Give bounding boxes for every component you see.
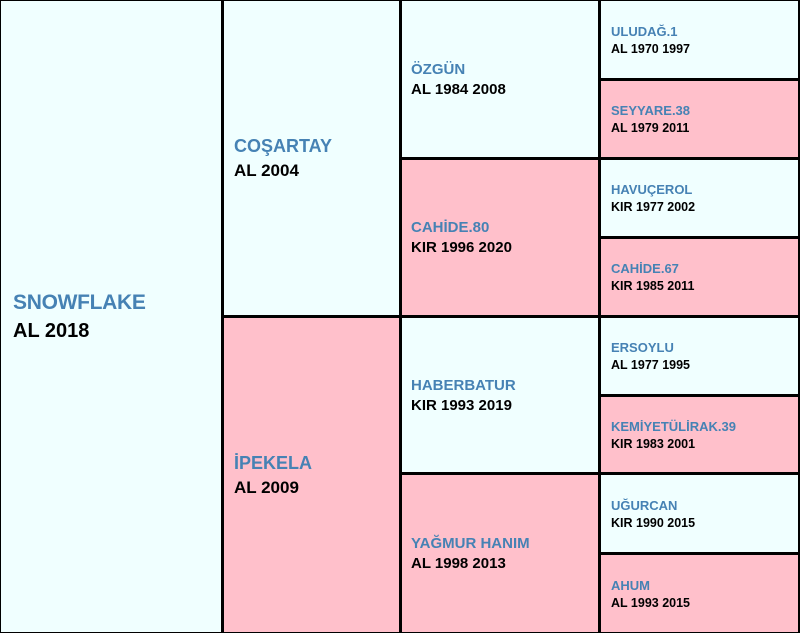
pedigree-ggp-5[interactable]: ERSOYLU AL 1977 1995 xyxy=(601,318,798,394)
pedigree-ggp-4[interactable]: CAHİDE.67 KIR 1985 2011 xyxy=(601,239,798,315)
horse-info: KIR 1977 2002 xyxy=(611,200,696,214)
horse-name[interactable]: ULUDAĞ.1 xyxy=(611,23,678,39)
pedigree-sire-sire[interactable]: ÖZGÜN AL 1984 2008 xyxy=(402,1,598,157)
horse-name[interactable]: COŞARTAY xyxy=(234,135,333,156)
horse-info: AL 1979 2011 xyxy=(611,121,690,135)
horse-info: KIR 1996 2020 xyxy=(411,239,512,256)
horse-name[interactable]: YAĞMUR HANIM xyxy=(411,535,530,552)
pedigree-ggp-3[interactable]: HAVUÇEROL KIR 1977 2002 xyxy=(601,160,798,236)
pedigree-ggp-2[interactable]: SEYYARE.38 AL 1979 2011 xyxy=(601,81,798,157)
pedigree-sire[interactable]: COŞARTAY AL 2004 xyxy=(224,1,399,315)
pedigree-ggp-8[interactable]: AHUM AL 1993 2015 xyxy=(601,555,798,632)
horse-name[interactable]: ERSOYLU xyxy=(611,340,674,355)
horse-name[interactable]: SNOWFLAKE xyxy=(13,290,146,314)
horse-info: AL 1984 2008 xyxy=(411,80,506,98)
horse-name[interactable]: HABERBATUR xyxy=(411,376,516,394)
pedigree-subject[interactable]: SNOWFLAKE AL 2018 xyxy=(1,1,221,632)
horse-name[interactable]: CAHİDE.67 xyxy=(611,261,679,276)
horse-name[interactable]: SEYYARE.38 xyxy=(611,103,691,118)
horse-name[interactable]: KEMİYETÜLİRAK.39 xyxy=(611,418,736,434)
pedigree-dam[interactable]: İPEKELA AL 2009 xyxy=(224,318,399,632)
horse-info: AL 2009 xyxy=(234,477,299,497)
pedigree-ggp-1[interactable]: ULUDAĞ.1 AL 1970 1997 xyxy=(601,1,798,78)
horse-info: AL 2004 xyxy=(234,160,299,180)
pedigree-sire-dam[interactable]: CAHİDE.80 KIR 1996 2020 xyxy=(402,160,598,315)
horse-name[interactable]: ÖZGÜN xyxy=(411,60,466,78)
horse-name[interactable]: İPEKELA xyxy=(234,452,313,473)
pedigree-ggp-7[interactable]: UĞURCAN KIR 1990 2015 xyxy=(601,475,798,552)
horse-info: KIR 1983 2001 xyxy=(611,436,696,451)
horse-name[interactable]: AHUM xyxy=(611,577,650,593)
horse-info: AL 2018 xyxy=(13,319,90,342)
pedigree-dam-sire[interactable]: HABERBATUR KIR 1993 2019 xyxy=(402,318,598,472)
horse-info: AL 1977 1995 xyxy=(611,358,690,372)
horse-info: AL 1993 2015 xyxy=(611,595,690,610)
horse-info: AL 1970 1997 xyxy=(611,41,690,56)
horse-name[interactable]: HAVUÇEROL xyxy=(611,182,693,197)
horse-info: KIR 1990 2015 xyxy=(611,515,696,530)
horse-info: AL 1998 2013 xyxy=(411,555,506,572)
horse-name[interactable]: CAHİDE.80 xyxy=(411,219,490,236)
horse-name[interactable]: UĞURCAN xyxy=(611,497,678,513)
pedigree-ggp-6[interactable]: KEMİYETÜLİRAK.39 KIR 1983 2001 xyxy=(601,397,798,472)
pedigree-dam-dam[interactable]: YAĞMUR HANIM AL 1998 2013 xyxy=(402,475,598,632)
horse-info: KIR 1993 2019 xyxy=(411,396,512,414)
horse-info: KIR 1985 2011 xyxy=(611,279,695,293)
